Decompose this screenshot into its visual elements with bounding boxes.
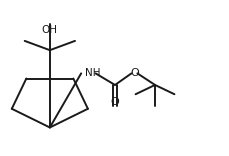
Text: O: O <box>110 97 119 107</box>
Text: NH: NH <box>85 68 100 78</box>
Text: O: O <box>129 68 138 78</box>
Text: OH: OH <box>42 25 58 35</box>
